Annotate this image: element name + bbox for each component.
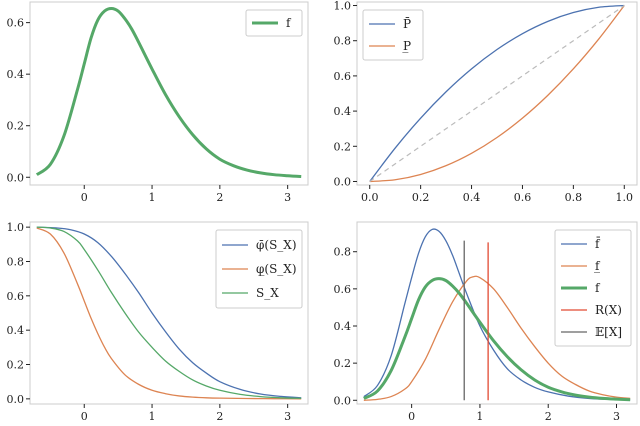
plot-frame [356,221,638,405]
y-tick-label: 0.0 [7,393,25,406]
y-tick-label: 0.0 [334,394,352,407]
series-line [369,5,625,182]
y-tick-label: 0.6 [7,290,25,303]
x-tick-label: 3 [284,191,291,204]
plot-frame [29,1,309,186]
legend-label: 𝔼[X] [595,325,622,339]
y-tick-label: 0.6 [334,283,352,296]
legend-label: f̄ [595,235,601,251]
y-tick-label: 0.2 [334,140,352,153]
plot-frame [356,1,638,186]
x-tick-label: 2 [216,191,223,204]
x-tick-label: 0.6 [514,191,532,204]
x-tick-label: 3 [613,410,620,423]
series-line [36,226,302,399]
y-tick-label: 0.6 [334,70,352,83]
y-tick-label: 1.0 [7,221,25,234]
x-tick-label: 0 [408,410,415,423]
x-tick-label: 1 [149,191,156,204]
x-tick-label: 0 [81,191,88,204]
legend-label: φ̲(S_X) [256,262,297,276]
y-tick-label: 0.4 [334,105,352,118]
y-tick-label: 0.0 [7,171,25,184]
series-line [363,277,631,402]
legend-label: f [595,281,601,295]
y-tick-label: 0.0 [334,175,352,188]
series-line [363,228,631,401]
legend-label: P̲ [402,39,411,53]
y-tick-label: 1.0 [334,0,352,13]
legend: f̄ f̲ f R(X) 𝔼[X] [554,229,632,347]
x-tick-label: 1 [476,410,483,423]
legend-label: φ̄(S_X) [256,238,297,252]
y-tick-label: 0.2 [334,357,352,370]
series-line [36,227,302,400]
y-tick-label: 0.2 [7,359,25,372]
series-line [36,226,302,399]
x-tick-label: 1.0 [616,191,634,204]
legend-label: R(X) [595,303,622,317]
x-tick-label: 2 [216,410,223,423]
y-tick-label: 0.8 [334,246,352,259]
x-tick-label: 0.0 [361,191,379,204]
y-tick-label: 0.4 [334,320,352,333]
legend: f [245,9,303,37]
legend-box [554,229,632,347]
y-tick-label: 0.6 [7,17,25,30]
y-tick-label: 0.2 [7,120,25,133]
x-tick-label: 1 [149,410,156,423]
legend-box [362,9,424,61]
series-line [369,4,625,182]
y-tick-label: 0.4 [7,68,25,81]
x-tick-label: 2 [545,410,552,423]
series-line [369,5,625,183]
x-tick-label: 0.8 [565,191,583,204]
series-line [35,6,302,178]
x-tick-label: 0 [81,410,88,423]
legend-label: f [286,16,292,30]
plot-frame [29,221,309,405]
y-tick-label: 0.8 [7,255,25,268]
y-tick-label: 0.4 [7,324,25,337]
x-tick-label: 0.4 [463,191,481,204]
x-tick-label: 3 [284,410,291,423]
legend: P̄ P̲ [362,9,424,61]
legend-label: P̄ [403,16,411,31]
x-tick-label: 0.2 [412,191,430,204]
panel-bottom-left: 0 1 2 3 0.0 0.2 0.4 0.6 0.8 1.0 φ̄(S_X) φ̲(S_X) S_X [7,221,309,423]
panel-bottom-right: 0 1 2 3 0.0 0.2 0.4 0.6 0.8 f̄ f̲ f R(X) 𝔼[X] [334,221,638,423]
panel-top-right: 0.0 0.2 0.4 0.6 0.8 1.0 0.0 0.2 0.4 0.6 0.8 1.0 P̄ P̲ [334,0,638,204]
y-tick-label: 0.8 [334,35,352,48]
legend-box [215,229,303,309]
legend: φ̄(S_X) φ̲(S_X) S_X [215,229,303,309]
legend-label: f̲ [594,259,601,273]
series-line [363,275,631,401]
legend-label: S_X [256,286,279,300]
panel-top-left: 0 1 2 3 0.0 0.2 0.4 0.6 f [7,1,309,204]
